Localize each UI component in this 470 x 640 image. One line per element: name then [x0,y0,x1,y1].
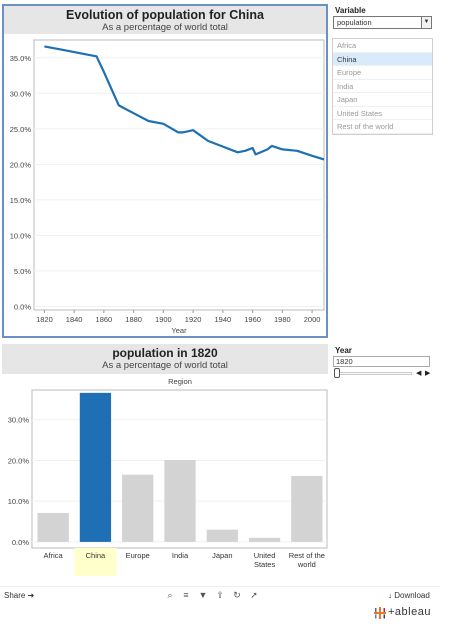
line-chart-title: Evolution of population for China [66,8,264,22]
tableau-logo-icon[interactable] [373,606,387,620]
chevron-down-icon[interactable]: ▼ [421,17,431,28]
year-slider-thumb[interactable] [334,368,340,378]
prev-year-icon[interactable]: ◀ [416,370,422,377]
export-icon[interactable]: ⇪ [216,590,224,600]
y-tick-label: 10.0% [8,497,30,506]
y-tick-label: 20.0% [8,456,30,465]
bar-rest-of-the-world [291,475,323,542]
x-axis-label: Year [171,326,187,335]
bar-chart-panel: population in 1820 As a percentage of wo… [2,344,328,578]
x-tick-label: 1940 [215,315,232,324]
filter-icon[interactable]: ▼ [198,590,208,600]
share-link[interactable]: Share ➜ [4,591,34,600]
bar-united-states [248,537,281,542]
legend-item[interactable]: Rest of the world [333,120,432,134]
bar-chart-title-bar: population in 1820 As a percentage of wo… [2,344,328,374]
line-chart-panel: Evolution of population for China As a p… [2,4,328,338]
year-slider-track[interactable] [336,372,412,375]
x-tick-label: 1880 [125,315,142,324]
y-tick-label: 30.0% [8,416,30,425]
bar-japan [206,529,238,542]
category-label: Africa [44,551,64,560]
x-tick-label: 1960 [244,315,261,324]
bar-europe [122,474,154,542]
y-tick-label: 35.0% [10,54,32,63]
x-tick-label: 1920 [185,315,202,324]
line-chart[interactable]: 0.0% 5.0% 10.0% 15.0% 20.0% 25.0% 30.0% 35.0% 18… [4,36,326,338]
category-label: world [297,560,316,569]
y-tick-label: 0.0% [14,302,31,311]
line-chart-title-bar: Evolution of population for China As a p… [4,6,326,34]
search-icon[interactable]: ⌕ [167,590,173,600]
revert-icon[interactable]: ↻ [233,590,241,600]
year-input[interactable]: 1820 [333,356,430,367]
variable-label: Variable [335,6,366,15]
y-tick-label: 20.0% [10,160,32,169]
category-label: Rest of the [289,551,325,560]
bar-chart-subtitle: As a percentage of world total [102,360,228,371]
series-line-china [44,45,325,161]
legend-item[interactable]: Europe [333,66,432,80]
selected-category-highlight [74,548,117,576]
bar-india [164,460,196,542]
bar-china [79,392,112,542]
y-tick-label: 0.0% [12,538,29,547]
download-link[interactable]: ↓ Download [388,591,430,600]
share-label: Share [4,591,26,600]
tableau-logo-text: +ableau [388,606,431,618]
x-tick-label: 2000 [304,315,321,324]
arrow-right-icon: ➜ [27,591,35,600]
sort-icon[interactable]: ≡ [183,590,189,600]
pointer-icon[interactable]: ➚ [250,590,258,600]
x-tick-label: 1900 [155,315,172,324]
category-label: States [254,560,276,569]
x-tick-label: 1860 [96,315,113,324]
y-tick-label: 10.0% [10,231,32,240]
region-legend: Africa China Europe India Japan United States… [332,38,433,135]
plot-area [33,39,325,311]
year-label: Year [335,346,352,355]
x-tick-label: 1980 [274,315,291,324]
y-tick-label: 25.0% [10,125,32,134]
download-icon: ↓ [388,591,392,600]
y-tick-label: 5.0% [14,267,31,276]
bar-chart-title: population in 1820 [112,346,218,360]
x-tick-label: 1820 [36,315,53,324]
legend-item[interactable]: Africa [333,39,432,53]
region-header: Region [168,377,192,386]
bar-chart[interactable]: Region 0.0% 10.0% 20.0% 30.0% Africa China Euro… [2,374,328,578]
category-label: China [86,551,106,560]
variable-select[interactable]: population ▼ [333,16,432,29]
legend-item[interactable]: India [333,80,432,93]
x-tick-label: 1840 [66,315,83,324]
bar-africa [37,512,69,542]
variable-value: population [337,18,372,27]
category-label: United [254,551,276,560]
download-label: Download [394,591,430,600]
footer-divider [0,586,440,587]
legend-item[interactable]: Japan [333,93,432,107]
line-chart-subtitle: As a percentage of world total [102,22,228,33]
category-label: Japan [212,551,232,560]
legend-item[interactable]: United States [333,107,432,120]
y-tick-label: 30.0% [10,89,32,98]
category-label: India [172,551,189,560]
category-label: Europe [126,551,150,560]
y-tick-label: 15.0% [10,196,32,205]
legend-item[interactable]: China [333,52,432,66]
next-year-icon[interactable]: ▶ [425,370,431,377]
